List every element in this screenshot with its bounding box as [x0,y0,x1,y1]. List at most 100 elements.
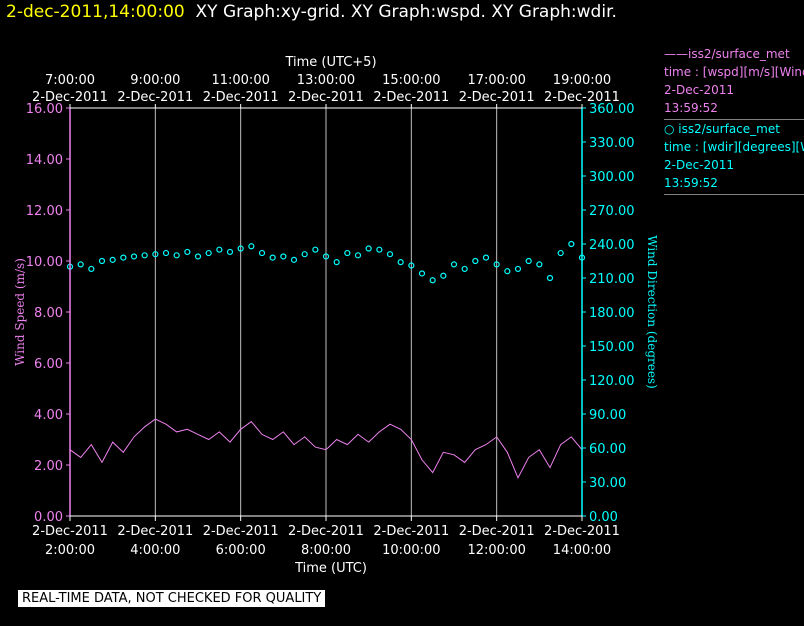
tick-labels: 0.00 2.00 4.00 6.00 8.00 10.00 12.00 14.00 16.00… [26,73,635,558]
top-tick-time: 17:00:00 [467,73,525,88]
wind-direction-point [216,246,223,253]
left-tick-label: 10.00 [26,255,63,270]
wind-direction-point [152,251,159,258]
wind-direction-point [322,253,330,260]
wind-direction-point [333,259,340,266]
wind-direction-point [312,246,319,253]
legend-series-date: 2-Dec-2011 [664,158,735,172]
wind-direction-point [472,257,479,265]
bottom-tick-time: 14:00:00 [553,543,611,558]
legend-wind-direction: ○ iss2/surface_met time : [wdir][degrees… [664,120,804,195]
axes [66,104,586,521]
wind-direction-point [440,272,447,279]
bottom-axis-title: Time (UTC) [294,561,367,576]
wind-direction-point [568,240,575,248]
right-tick-label: 30.00 [589,476,626,491]
left-tick-label: 6.00 [34,357,63,372]
bottom-tick-date: 2-Dec-2011 [544,524,620,539]
left-axis-title: Wind Speed (m/s) [13,258,27,366]
legend-series-time: 13:59:52 [664,101,718,115]
legend-series-name: ○ iss2/surface_met [664,122,780,136]
wind-direction-point [418,270,426,277]
left-tick-label: 8.00 [34,306,63,321]
wind-direction-point [344,249,351,257]
right-tick-label: 300.00 [589,170,635,185]
wind-direction-point [482,254,490,261]
top-tick-date: 2-Dec-2011 [288,90,364,105]
left-tick-label: 4.00 [34,408,63,423]
right-tick-label: 120.00 [589,374,635,389]
right-tick-label: 360.00 [589,102,635,117]
wind-direction-point [258,249,266,257]
wind-direction-point [162,249,170,257]
top-tick-time: 9:00:00 [130,73,180,88]
wind-direction-point [269,254,276,261]
wind-direction-point [248,243,255,250]
bottom-tick-date: 2-Dec-2011 [373,524,449,539]
right-tick-label: 180.00 [589,306,635,321]
top-tick-time: 7:00:00 [45,73,95,88]
wind-direction-point [184,248,191,256]
wind-direction-point [109,256,116,263]
legend-series-var: time : [wdir][degrees][W [664,140,804,154]
legend-wind-speed: ——iss2/surface_met time : [wspd][m/s][Wi… [664,45,804,120]
bottom-tick-time: 8:00:00 [301,543,351,558]
right-tick-label: 330.00 [589,136,635,151]
wind-direction-point [408,262,415,269]
wind-direction-point [365,245,372,252]
wind-direction-point [205,249,212,257]
left-tick-label: 0.00 [34,510,63,525]
wind-direction-point [354,252,362,259]
wind-direction-point [557,249,564,257]
right-tick-label: 210.00 [589,272,635,287]
right-tick-label: 90.00 [589,408,626,423]
grid-lines [154,108,498,516]
right-tick-label: 60.00 [589,442,626,457]
wind-speed-line [69,418,583,479]
quality-disclaimer: REAL-TIME DATA, NOT CHECKED FOR QUALITY [18,590,326,607]
wind-direction-point [77,261,84,268]
wind-direction-point [493,261,500,268]
legend-series-date: 2-Dec-2011 [664,83,735,97]
top-tick-date: 2-Dec-2011 [32,90,108,105]
legend-series-var: time : [wspd][m/s][Wind [664,65,804,79]
wind-direction-point [194,253,202,260]
top-tick-time: 11:00:00 [211,73,269,88]
right-axis-title: Wind Direction (degrees) [645,235,659,389]
left-tick-label: 12.00 [26,204,63,219]
top-tick-time: 15:00:00 [382,73,440,88]
bottom-tick-date: 2-Dec-2011 [203,524,279,539]
bottom-tick-date: 2-Dec-2011 [459,524,535,539]
top-tick-date: 2-Dec-2011 [459,90,535,105]
wind-direction-point [514,265,522,273]
right-tick-label: 270.00 [589,204,635,219]
title-date: 2-dec-2011,14:00:00 [6,2,185,22]
window-title: 2-dec-2011,14:00:00 XY Graph:xy-grid. XY… [6,2,617,22]
wind-direction-point [237,245,244,252]
bottom-tick-time: 6:00:00 [216,543,266,558]
right-tick-label: 150.00 [589,340,635,355]
top-tick-time: 13:00:00 [297,73,355,88]
bottom-tick-date: 2-Dec-2011 [32,524,108,539]
wind-direction-point [120,254,127,261]
wind-direction-point [98,257,106,265]
top-tick-date: 2-Dec-2011 [203,90,279,105]
wind-direction-point [397,259,404,266]
wind-direction-point [280,253,287,260]
title-graphs: XY Graph:xy-grid. XY Graph:wspd. XY Grap… [195,2,617,22]
bottom-tick-date: 2-Dec-2011 [117,524,193,539]
wind-direction-point [376,246,383,253]
wind-direction-point [290,256,298,263]
left-tick-label: 14.00 [26,153,63,168]
bottom-tick-time: 4:00:00 [130,543,180,558]
top-axis-title: Time (UTC+5) [284,55,376,70]
wind-direction-point [226,248,234,256]
legend: ——iss2/surface_met time : [wspd][m/s][Wi… [664,45,804,195]
left-tick-label: 2.00 [34,459,63,474]
wind-direction-point [504,268,511,275]
right-tick-label: 0.00 [589,510,618,525]
wind-speed-series [69,418,583,479]
wind-direction-point [130,253,138,260]
legend-series-time: 13:59:52 [664,176,718,190]
